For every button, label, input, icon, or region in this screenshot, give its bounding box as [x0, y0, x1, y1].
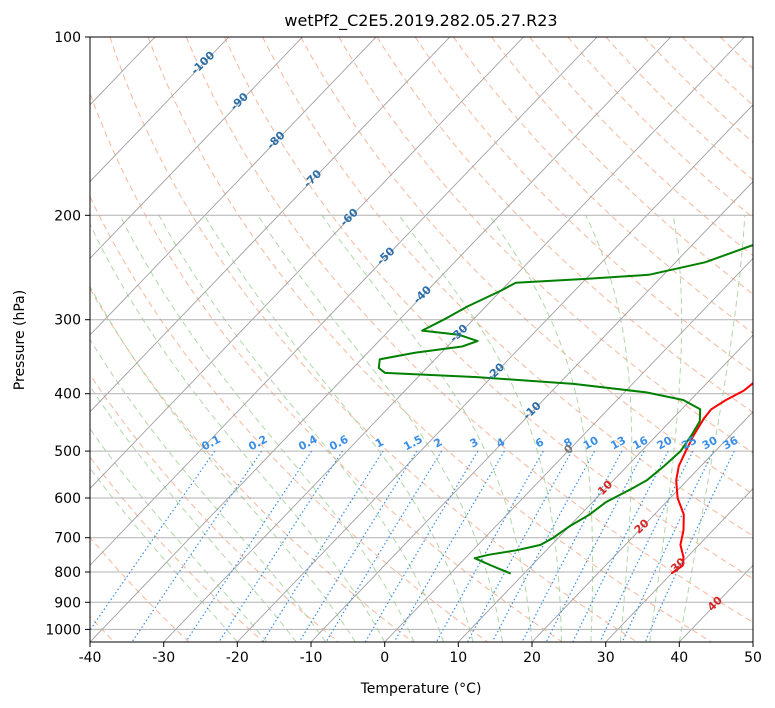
moist-adiabat-line: [119, 215, 415, 642]
moist-adiabat-line: [398, 215, 562, 642]
dry-adiabat-line: [90, 91, 563, 642]
dry-adiabat-line: [605, 37, 753, 181]
y-tick-label: 400: [54, 387, 81, 403]
x-tick-label: -20: [226, 650, 249, 666]
moist-adiabat-line: [585, 215, 633, 642]
moist-adiabat-line: [158, 215, 445, 642]
plot-frame: [89, 36, 754, 643]
isotherm-line: [236, 104, 753, 642]
x-tick-label: 10: [449, 650, 467, 666]
mixing-ratio-line: [262, 450, 384, 642]
x-tick-label: -30: [152, 650, 175, 666]
isotherms: [90, 37, 753, 642]
x-axis: -40 -30 -20 -10 0 10 20 30 40 50: [79, 642, 762, 666]
moist-adiabat-line: [90, 223, 386, 642]
mixing-ratio-line: [298, 450, 418, 642]
mixing-ratio-label: 20: [655, 434, 675, 453]
mixing-ratio-label: 10: [581, 434, 601, 453]
isotherm-line: [531, 411, 753, 642]
moist-adiabat-line: [678, 215, 746, 642]
y-tick-label: 600: [54, 491, 81, 507]
isotherm-line: [90, 37, 303, 260]
dry-adiabat-line: [376, 37, 753, 413]
mixing-ratio-line: [466, 450, 573, 642]
isotherm-line: [90, 37, 451, 413]
mixing-ratio-line: [491, 450, 596, 642]
x-tick-label: 50: [744, 650, 762, 666]
dry-adiabat-line: [147, 37, 712, 642]
x-tick-label: 20: [523, 650, 541, 666]
pressure-gridlines: [90, 37, 753, 630]
y-tick-label: 900: [54, 595, 81, 611]
y-tick-label: 800: [54, 565, 81, 581]
mixing-ratio-line: [599, 450, 694, 642]
mixing-ratio-label: 30: [700, 434, 720, 453]
moist-adiabat-line: [90, 338, 327, 642]
mixing-ratio-line: [364, 450, 479, 642]
y-tick-label: 500: [54, 444, 81, 460]
isotherm-line: [90, 37, 230, 183]
moist-adiabat-line: [90, 285, 356, 642]
isotherm-line: [90, 37, 524, 490]
x-tick-label: 40: [670, 650, 688, 666]
y-axis: 1000 900 800 700 600 500 400 300 200 100: [45, 30, 90, 638]
moist-adiabat-line: [321, 215, 533, 642]
isotherm-line: [605, 487, 753, 642]
isotherm-line: [90, 37, 672, 642]
profile-line-2: [377, 244, 753, 575]
y-tick-label: 1000: [45, 622, 81, 638]
y-tick-label: 200: [54, 208, 81, 224]
mixing-ratio-lines: [90, 450, 735, 642]
y-axis-label: Pressure (hPa): [12, 290, 28, 390]
isotherm-line: [384, 257, 753, 642]
dry-adiabat-line: [529, 37, 753, 257]
dry-adiabat-line: [414, 37, 753, 374]
dry-adiabat-line: [90, 287, 414, 642]
x-tick-label: -10: [300, 650, 323, 666]
dry-adiabat-line: [262, 37, 753, 537]
x-tick-label: 30: [597, 650, 615, 666]
x-tick-label: 0: [380, 650, 389, 666]
dry-adiabat-line: [224, 37, 753, 580]
dry-adiabat-line: [300, 37, 753, 495]
mixing-ratio-line: [435, 450, 544, 642]
x-axis-label: Temperature (°C): [360, 681, 482, 697]
dry-adiabats: [90, 37, 753, 642]
mixing-ratio-label: 36: [721, 434, 741, 453]
isotherm-line: [163, 37, 745, 642]
mixing-ratio-line: [521, 450, 623, 642]
moist-adiabat-line: [649, 215, 683, 642]
mixing-ratio-line: [90, 450, 216, 632]
dry-adiabat-line: [109, 37, 638, 642]
isotherm-line: [90, 37, 598, 566]
dry-adiabat-line: [643, 37, 753, 144]
isotherm-line: [90, 37, 377, 336]
moist-adiabat-line: [90, 385, 297, 642]
mixing-ratio-line: [393, 450, 505, 642]
moist-adiabat-line: [203, 215, 474, 642]
profile-series: [377, 244, 753, 575]
isotherm-line: [457, 334, 753, 642]
mixing-ratio-line: [621, 450, 714, 642]
mixing-ratio-line: [325, 450, 443, 642]
mixing-ratio-label: 13: [608, 434, 628, 453]
y-tick-label: 300: [54, 313, 81, 329]
mixing-ratio-label: 16: [631, 434, 651, 453]
profile-line-1: [670, 381, 753, 575]
dry-adiabat-line: [90, 373, 339, 642]
dry-adiabat-line: [185, 37, 753, 623]
mixing-ratio-label: 25: [679, 434, 699, 453]
y-tick-label: 700: [54, 531, 81, 547]
x-tick-label: -40: [79, 650, 102, 666]
y-tick-label: 100: [54, 30, 81, 46]
mixing-ratio-line: [131, 450, 263, 642]
chart-title: wetPf2_C2E5.2019.282.05.27.R23: [284, 11, 557, 31]
isotherm-line: [310, 180, 753, 642]
dry-adiabat-line: [491, 37, 753, 295]
dry-adiabat-line: [90, 195, 488, 642]
